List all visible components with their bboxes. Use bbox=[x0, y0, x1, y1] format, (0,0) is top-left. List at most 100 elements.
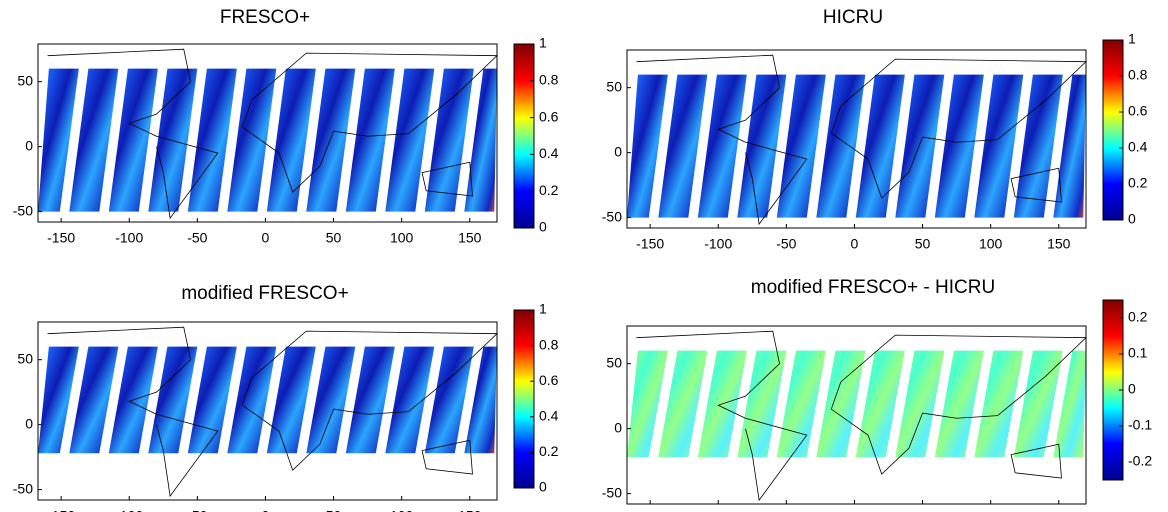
colorbar-tick-label: 0.2 bbox=[1128, 309, 1148, 325]
x-tick-label: -100 bbox=[115, 508, 143, 512]
satellite-swath bbox=[306, 68, 356, 212]
satellite-swath bbox=[737, 350, 787, 458]
plot-frame bbox=[37, 43, 498, 223]
satellite-swath bbox=[227, 68, 277, 212]
satellite-swath bbox=[345, 68, 395, 212]
satellite-swath bbox=[855, 350, 905, 458]
colorbar-tick-label: 0.4 bbox=[539, 408, 559, 424]
y-tick-label: -50 bbox=[602, 208, 622, 224]
x-tick-label: 100 bbox=[979, 236, 1003, 252]
colorbar-tick-label: 0.6 bbox=[539, 108, 559, 124]
satellite-swath bbox=[187, 346, 237, 454]
satellite-swath bbox=[38, 346, 79, 454]
satellite-swath bbox=[816, 350, 866, 458]
satellite-swath bbox=[69, 346, 119, 454]
y-tick-label: 0 bbox=[614, 419, 622, 435]
colorbar-tick-label: 0.4 bbox=[1128, 139, 1148, 155]
colorbar-tick-label: 0 bbox=[539, 219, 547, 235]
y-tick-label: 0 bbox=[25, 137, 33, 153]
panel-title: FRESCO+ bbox=[220, 7, 310, 28]
colorbar-tick-label: 0.2 bbox=[539, 182, 559, 198]
satellite-swath bbox=[69, 68, 119, 212]
x-tick-label: 150 bbox=[458, 508, 482, 512]
colorbar-tick-label: 1 bbox=[539, 35, 547, 51]
colorbar bbox=[513, 309, 535, 489]
panel-title: modified FRESCO+ bbox=[181, 283, 348, 304]
satellite-swath bbox=[1053, 74, 1086, 218]
y-tick-label: 50 bbox=[606, 354, 622, 370]
coastline bbox=[636, 330, 1087, 502]
colorbar-tick-label: 0 bbox=[539, 479, 547, 495]
satellite-swath bbox=[934, 74, 984, 218]
x-tick-label: 50 bbox=[326, 230, 342, 246]
satellite-swath bbox=[697, 74, 747, 218]
satellite-swath bbox=[464, 346, 497, 454]
x-tick-label: 100 bbox=[390, 508, 414, 512]
panel-title: HICRU bbox=[823, 7, 883, 28]
x-tick-label: -50 bbox=[776, 236, 796, 252]
satellite-swath bbox=[148, 68, 198, 212]
x-tick-label: 0 bbox=[262, 230, 270, 246]
satellite-swath bbox=[266, 346, 316, 454]
plot-frame bbox=[626, 49, 1087, 229]
colorbar-tick-label: 1 bbox=[539, 301, 547, 317]
x-tick-label: 50 bbox=[915, 236, 931, 252]
x-tick-label: 0 bbox=[851, 236, 859, 252]
satellite-swath bbox=[895, 74, 945, 218]
x-tick-label: -100 bbox=[704, 236, 732, 252]
y-tick-label: -50 bbox=[13, 202, 33, 218]
x-tick-label: 50 bbox=[326, 508, 342, 512]
satellite-swath bbox=[227, 346, 277, 454]
satellite-swath bbox=[776, 350, 826, 458]
x-tick-label: 0 bbox=[262, 508, 270, 512]
map-panel: FRESCO+ -150 -100 -50 0 50 100 150 -50 0 50 0 0.2 0.4… bbox=[13, 7, 559, 246]
x-tick-label: -150 bbox=[636, 236, 664, 252]
map-panel: modified FRESCO+ - HICRU-150-100-5005010… bbox=[602, 277, 1153, 512]
y-tick-label: -50 bbox=[13, 480, 33, 496]
satellite-swath bbox=[306, 346, 356, 454]
satellite-swath bbox=[38, 68, 79, 212]
satellite-swath bbox=[1013, 74, 1063, 218]
satellite-swath bbox=[464, 68, 497, 212]
satellite-swath bbox=[385, 68, 435, 212]
satellite-swath bbox=[776, 74, 826, 218]
y-tick-label: 50 bbox=[17, 72, 33, 88]
satellite-swath bbox=[974, 350, 1024, 458]
coastline bbox=[47, 48, 498, 220]
map-panel: modified FRESCO+-150-100-50050100150-500… bbox=[13, 283, 559, 512]
colorbar-tick-label: 0.6 bbox=[539, 372, 559, 388]
x-tick-label: -150 bbox=[47, 508, 75, 512]
colorbar-tick-label: 0.1 bbox=[1128, 345, 1148, 361]
colorbar bbox=[513, 43, 535, 229]
panel-title: modified FRESCO+ - HICRU bbox=[751, 277, 995, 298]
satellite-swath bbox=[1053, 350, 1086, 458]
satellite-swath bbox=[385, 346, 435, 454]
coastline bbox=[47, 326, 498, 498]
satellite-swath bbox=[345, 346, 395, 454]
satellite-swath bbox=[974, 74, 1024, 218]
x-tick-label: 100 bbox=[390, 230, 414, 246]
x-tick-label: 150 bbox=[458, 230, 482, 246]
colorbar-tick-label: 0.8 bbox=[539, 72, 559, 88]
x-tick-label: 150 bbox=[1047, 236, 1071, 252]
plot-frame bbox=[37, 321, 498, 501]
satellite-swath bbox=[266, 68, 316, 212]
colorbar-tick-label: 0.6 bbox=[1128, 103, 1148, 119]
satellite-swath bbox=[737, 74, 787, 218]
colorbar-tick-label: -0.2 bbox=[1128, 453, 1152, 469]
colorbar-tick-label: 0.4 bbox=[539, 145, 559, 161]
plot-frame bbox=[626, 325, 1087, 505]
colorbar-tick-label: 0 bbox=[1128, 211, 1136, 227]
satellite-swath bbox=[658, 74, 708, 218]
y-tick-label: -50 bbox=[602, 484, 622, 500]
satellite-swath bbox=[816, 74, 866, 218]
colorbar-tick-label: -0.1 bbox=[1128, 417, 1152, 433]
satellite-swath bbox=[1013, 350, 1063, 458]
satellite-swath bbox=[148, 346, 198, 454]
satellite-swath bbox=[855, 74, 905, 218]
satellite-swath bbox=[627, 350, 668, 458]
x-tick-label: -150 bbox=[47, 230, 75, 246]
colorbar-tick-label: 0.2 bbox=[539, 443, 559, 459]
colorbar-tick-label: 0.8 bbox=[1128, 67, 1148, 83]
